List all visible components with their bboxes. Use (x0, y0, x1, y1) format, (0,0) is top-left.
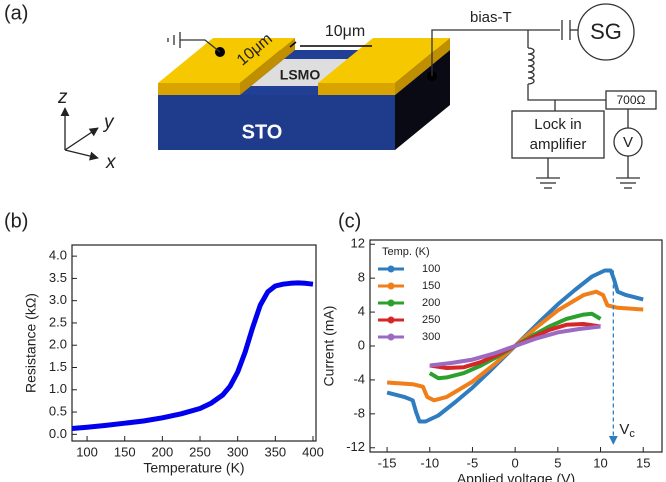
x-tick-label: 150 (114, 444, 136, 459)
legend-label: 250 (422, 314, 440, 326)
y-tick-label: 3.0 (49, 292, 67, 307)
y-tick-label: 3.5 (49, 270, 67, 285)
x-tick-label: -10 (420, 455, 439, 470)
inductor (527, 47, 535, 85)
y-tick-label: 1.0 (49, 381, 67, 396)
pad (158, 83, 240, 95)
data-line (71, 280, 314, 431)
y-tick-label: 2.5 (49, 314, 67, 329)
plot-frame (71, 244, 317, 442)
annotation-subscript: c (629, 428, 635, 440)
lock-in-label: amplifier (530, 136, 587, 153)
resistor-label: 700Ω (617, 93, 646, 107)
legend-label: 300 (422, 331, 440, 343)
y-tick-label: -12 (346, 439, 365, 454)
x-tick-label: 10 (593, 455, 607, 470)
y-axis-label: Resistance (kΩ) (23, 293, 39, 393)
x-tick-label: -5 (467, 455, 479, 470)
source-label: SG (590, 19, 622, 44)
x-tick-label: 250 (189, 444, 211, 459)
substrate-label: STO (242, 121, 283, 143)
device: LSMO STO 10μm 10μm (158, 23, 450, 150)
dimension-arrow (289, 41, 297, 48)
annotation: Vc (619, 421, 635, 440)
x-axis-label: Applied voltage (V) (457, 471, 575, 482)
x-tick-label: -15 (378, 455, 397, 470)
x-tick-label: 100 (76, 444, 98, 459)
legend-label: 200 (422, 297, 440, 309)
axis-arrow (64, 149, 99, 161)
legend-swatch (387, 265, 395, 273)
pad (318, 38, 450, 83)
dimension-label: 10μm (325, 23, 365, 40)
axis-name: y (102, 112, 115, 133)
y-tick-label: 8 (358, 270, 365, 285)
y-tick-label: -4 (353, 371, 365, 386)
y-tick-label: 0.0 (49, 426, 67, 441)
pad (240, 38, 295, 95)
substrate-front (158, 95, 395, 150)
y-tick-label: 4.0 (49, 248, 67, 263)
y-tick-label: 4 (358, 304, 365, 319)
panel-label: (b) (4, 210, 28, 232)
circuit (167, 3, 657, 189)
resistor (605, 90, 657, 110)
pad (158, 38, 295, 83)
y-tick-label: 0.5 (49, 403, 67, 418)
wire (431, 29, 560, 76)
axis-arrow (64, 127, 99, 151)
channel-label: LSMO (280, 67, 321, 83)
pad (395, 38, 450, 95)
lock-in-label: Lock in (534, 116, 582, 133)
x-tick-label: 0 (512, 455, 519, 470)
axis-name: x (105, 152, 117, 173)
legend-swatch (387, 282, 395, 290)
y-tick-label: 12 (351, 236, 365, 251)
x-tick-label: 300 (227, 444, 249, 459)
legend-label: 150 (422, 280, 440, 292)
source (577, 3, 635, 61)
x-tick-label: 400 (302, 444, 324, 459)
y-axis-label: Current (mA) (321, 306, 337, 387)
y-tick-label: -8 (353, 405, 365, 420)
panel-label: (a) (4, 2, 28, 24)
y-tick-label: 0 (358, 337, 365, 352)
legend-swatch (387, 333, 395, 341)
axis-name: z (57, 87, 68, 108)
x-tick-label: 200 (152, 444, 174, 459)
data-line (429, 324, 601, 368)
coordinate-axes (60, 107, 99, 161)
panel-label: (c) (338, 210, 361, 232)
x-axis-label: Temperature (K) (143, 460, 244, 476)
voltmeter-label: V (623, 134, 633, 151)
lock-in-box (511, 110, 605, 159)
y-tick-label: 2.0 (49, 337, 67, 352)
pad (318, 83, 395, 95)
legend-swatch (387, 299, 395, 307)
wire (527, 84, 606, 101)
x-tick-label: 5 (554, 455, 561, 470)
annotation-text: V (619, 421, 629, 438)
x-tick-label: 350 (264, 444, 286, 459)
bias-tee-label: bias-T (470, 9, 512, 26)
x-tick-label: 15 (636, 455, 650, 470)
legend-title: Temp. (K) (382, 246, 430, 258)
legend-label: 100 (422, 263, 440, 275)
legend-swatch (387, 316, 395, 324)
wire (180, 39, 221, 53)
y-tick-label: 1.5 (49, 359, 67, 374)
